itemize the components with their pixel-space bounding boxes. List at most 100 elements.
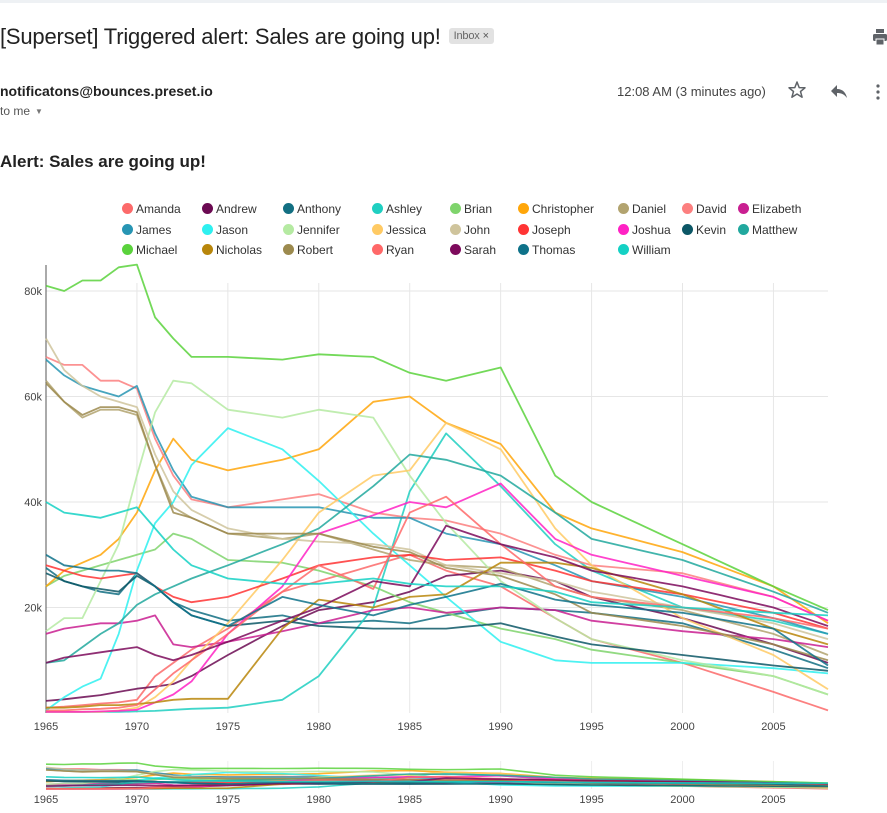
legend-swatch xyxy=(450,203,461,214)
overview-x-tick-label: 1980 xyxy=(307,794,331,806)
legend-item-sarah[interactable]: Sarah xyxy=(450,242,496,258)
series-line-david[interactable] xyxy=(45,356,829,622)
x-tick-label: 1995 xyxy=(579,721,603,733)
legend-swatch xyxy=(618,244,629,255)
legend-swatch xyxy=(518,203,529,214)
legend-swatch xyxy=(122,223,133,235)
series-line-andrew[interactable] xyxy=(45,569,829,702)
legend-swatch xyxy=(202,223,213,235)
legend-item-john[interactable]: John xyxy=(450,222,490,238)
series-line-jessica[interactable] xyxy=(46,421,829,713)
legend-swatch xyxy=(202,244,213,255)
legend-item-kevin[interactable]: Kevin xyxy=(682,222,726,238)
legend-item-jennifer[interactable]: Jennifer xyxy=(283,222,340,238)
series-line-joshua[interactable] xyxy=(46,482,829,713)
overview-x-tick-label: 1970 xyxy=(125,794,149,806)
legend-item-andrew[interactable]: Andrew xyxy=(202,201,257,217)
series-line-jennifer[interactable] xyxy=(45,379,829,696)
alert-heading: Alert: Sales are going up! xyxy=(0,152,206,171)
legend-item-jason[interactable]: Jason xyxy=(202,222,248,238)
legend-item-robert[interactable]: Robert xyxy=(283,242,333,258)
legend-label: Anthony xyxy=(297,202,342,216)
series-line-amanda[interactable] xyxy=(45,553,829,712)
legend-label: Joseph xyxy=(532,222,571,237)
series-line-daniel[interactable] xyxy=(45,380,829,656)
overview-line-william xyxy=(45,776,828,785)
series-line-christopher[interactable] xyxy=(45,395,829,625)
legend-swatch xyxy=(682,223,693,235)
x-tick-label: 1990 xyxy=(488,721,512,733)
legend-label: Christopher xyxy=(532,202,595,216)
series-line-john[interactable] xyxy=(45,338,829,640)
legend-item-daniel[interactable]: Daniel xyxy=(618,201,666,217)
series-line-joseph[interactable] xyxy=(45,553,829,630)
recipient-line[interactable]: to me ▼ xyxy=(0,104,43,118)
legend-item-jessica[interactable]: Jessica xyxy=(372,222,426,238)
legend-swatch xyxy=(372,203,383,214)
overview-line-matthew xyxy=(45,773,829,787)
legend-item-david[interactable]: David xyxy=(682,201,727,217)
legend-item-anthony[interactable]: Anthony xyxy=(283,201,341,217)
x-tick-label: 1985 xyxy=(397,721,421,733)
legend-label: Ryan xyxy=(386,243,415,257)
legend-item-ryan[interactable]: Ryan xyxy=(372,242,414,258)
legend-label: Thomas xyxy=(532,243,576,257)
series-line-william[interactable] xyxy=(45,501,829,617)
series-lines xyxy=(45,263,829,713)
legend-label: Ashley xyxy=(386,202,423,216)
legend-item-thomas[interactable]: Thomas xyxy=(518,242,575,258)
legend-item-william[interactable]: William xyxy=(618,242,671,258)
legend-swatch xyxy=(518,223,529,235)
legend-item-joshua[interactable]: Joshua xyxy=(618,222,671,238)
sender-address[interactable]: notificatons@bounces.preset.io xyxy=(0,83,213,99)
legend-swatch xyxy=(682,203,693,214)
legend-item-nicholas[interactable]: Nicholas xyxy=(202,242,262,258)
legend-label: James xyxy=(136,222,172,237)
y-tick-label: 40k xyxy=(24,497,42,509)
legend-label: Sarah xyxy=(464,243,497,257)
print-icon[interactable] xyxy=(873,29,887,45)
legend-item-james[interactable]: James xyxy=(122,222,171,238)
legend-swatch xyxy=(450,244,461,255)
overview-x-tick-label: 2005 xyxy=(761,794,785,806)
legend-item-elizabeth[interactable]: Elizabeth xyxy=(738,201,801,217)
legend-item-michael[interactable]: Michael xyxy=(122,242,177,258)
overview-x-tick-label: 1990 xyxy=(488,794,512,806)
x-tick-label: 2000 xyxy=(670,721,694,733)
series-line-matthew[interactable] xyxy=(45,453,829,664)
top-border xyxy=(0,0,887,3)
legend-item-matthew[interactable]: Matthew xyxy=(738,222,797,238)
more-vert-icon[interactable] xyxy=(874,82,882,102)
legend-item-amanda[interactable]: Amanda xyxy=(122,201,181,217)
series-line-thomas[interactable] xyxy=(45,554,829,667)
inbox-label-badge[interactable]: Inbox × xyxy=(448,28,494,45)
subject-text: [Superset] Triggered alert: Sales are go… xyxy=(0,24,441,49)
legend-label: Elizabeth xyxy=(752,202,802,216)
legend-item-ashley[interactable]: Ashley xyxy=(372,201,422,217)
legend-label: David xyxy=(696,202,727,216)
legend-label: Jennifer xyxy=(297,222,340,237)
legend-label: Amanda xyxy=(136,202,181,216)
overview-line-michael xyxy=(45,762,829,784)
overview-x-tick-label: 1985 xyxy=(397,794,421,806)
legend-label: Jessica xyxy=(386,222,427,237)
legend-item-joseph[interactable]: Joseph xyxy=(518,222,571,238)
legend-item-brian[interactable]: Brian xyxy=(450,201,492,217)
overview-x-tick-label: 1965 xyxy=(34,794,58,806)
remove-label-button[interactable]: × xyxy=(482,30,489,43)
reply-icon[interactable] xyxy=(829,82,849,100)
series-line-robert[interactable] xyxy=(45,382,829,662)
series-line-sarah[interactable] xyxy=(45,524,829,664)
legend-label: Andrew xyxy=(216,202,257,216)
series-line-michael[interactable] xyxy=(45,263,829,611)
series-line-elizabeth[interactable] xyxy=(45,606,829,649)
series-line-brian[interactable] xyxy=(45,532,829,696)
legend-label: John xyxy=(464,222,491,237)
legend-label: Robert xyxy=(297,243,334,257)
legend-swatch xyxy=(202,203,213,214)
legend-item-christopher[interactable]: Christopher xyxy=(518,201,594,217)
chevron-down-icon[interactable]: ▼ xyxy=(35,107,43,117)
range-overview-chart[interactable]: 1965 1970 1975 1980 1985 1990 1995 2000 2005 xyxy=(0,755,887,813)
star-icon[interactable] xyxy=(787,80,807,100)
series-line-nicholas[interactable] xyxy=(46,561,829,709)
